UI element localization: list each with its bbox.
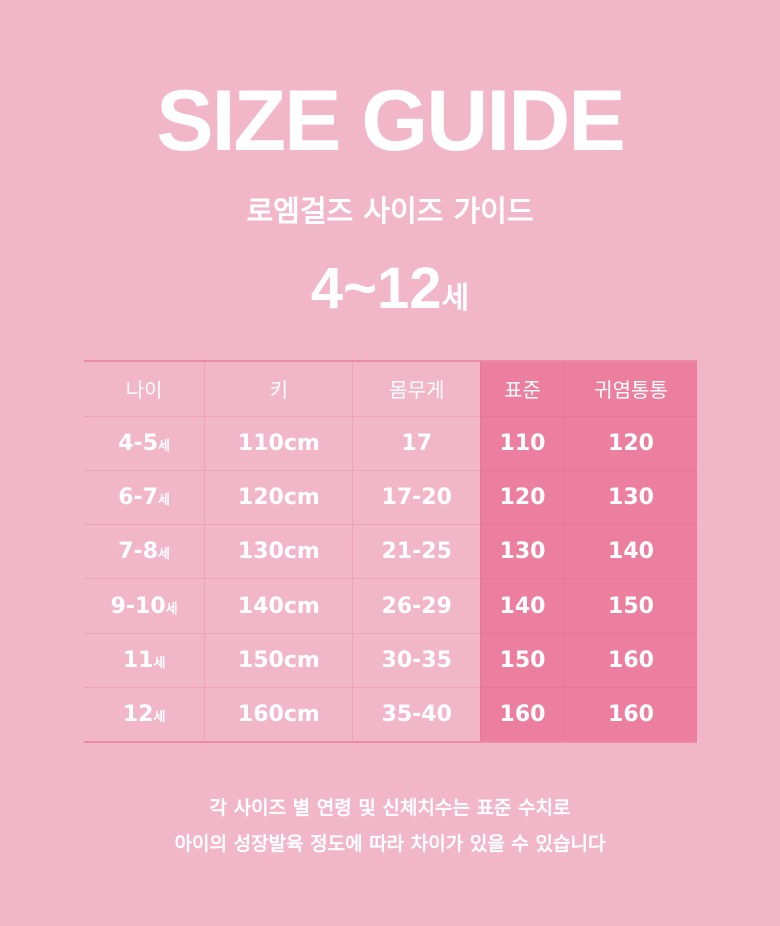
- header-weight: 몸무게: [352, 360, 481, 416]
- age-range-number: 4~12: [310, 256, 442, 321]
- table-row: 9-10세 140cm 26-29 140 150: [84, 578, 697, 634]
- cell-height: 120cm: [204, 469, 353, 525]
- cell-age: 7-8세: [84, 524, 205, 579]
- subtitle: 로엠걸즈 사이즈 가이드: [246, 194, 534, 228]
- header-age: 나이: [84, 360, 205, 416]
- cell-age: 4-5세: [84, 415, 205, 471]
- age-suffix: 세: [165, 601, 178, 617]
- age-value: 4-5: [118, 430, 158, 456]
- table-header-row: 나이 키 몸무게 표준 귀염통통: [84, 360, 697, 416]
- age-suffix: 세: [153, 655, 166, 671]
- cell-standard: 120: [480, 469, 565, 525]
- cell-height: 130cm: [204, 524, 353, 579]
- cell-chubby: 120: [563, 415, 697, 471]
- cell-chubby: 140: [563, 524, 697, 579]
- note-line: 아이의 성장발육 정도에 따라 차이가 있을 수 있습니다: [174, 833, 606, 855]
- page-title: SIZE GUIDE: [156, 73, 625, 169]
- cell-age: 11세: [84, 632, 205, 688]
- cell-standard: 150: [480, 632, 565, 688]
- cell-weight: 17: [352, 415, 481, 471]
- note-line: 각 사이즈 별 연령 및 신체치수는 표준 수치로: [209, 797, 571, 819]
- table-row: 6-7세 120cm 17-20 120 130: [84, 469, 697, 525]
- table-row: 4-5세 110cm 17 110 120: [84, 415, 697, 471]
- cell-age: 9-10세: [84, 578, 205, 634]
- cell-standard: 160: [480, 686, 565, 743]
- size-note: 각 사이즈 별 연령 및 신체치수는 표준 수치로 아이의 성장발육 정도에 따…: [0, 790, 780, 862]
- header-chubby: 귀염통통: [563, 360, 697, 416]
- age-suffix: 세: [153, 709, 166, 725]
- cell-weight: 35-40: [352, 686, 481, 743]
- cell-standard: 110: [480, 415, 565, 471]
- age-value: 9-10: [110, 593, 166, 619]
- cell-age: 12세: [84, 686, 205, 743]
- age-suffix: 세: [158, 492, 170, 508]
- size-table: 나이 키 몸무게 표준 귀염통통 4-5세 110cm 17 110 120 6-…: [84, 360, 697, 743]
- cell-chubby: 130: [563, 469, 697, 525]
- cell-standard: 130: [480, 524, 565, 579]
- cell-height: 140cm: [204, 578, 353, 634]
- header-height: 키: [204, 360, 353, 416]
- age-value: 12: [122, 701, 154, 727]
- cell-chubby: 160: [563, 686, 697, 743]
- cell-standard: 140: [480, 578, 565, 634]
- cell-height: 150cm: [204, 632, 353, 688]
- age-suffix: 세: [158, 547, 170, 563]
- cell-chubby: 150: [563, 578, 697, 634]
- table-row: 7-8세 130cm 21-25 130 140: [84, 524, 697, 579]
- age-range-suffix: 세: [441, 282, 470, 315]
- age-value: 7-8: [118, 539, 158, 565]
- cell-weight: 17-20: [352, 469, 481, 525]
- table-row: 11세 150cm 30-35 150 160: [84, 632, 697, 688]
- age-suffix: 세: [158, 438, 170, 454]
- header-standard: 표준: [480, 360, 565, 416]
- cell-chubby: 160: [563, 632, 697, 688]
- table-row: 12세 160cm 35-40 160 160: [84, 686, 697, 743]
- cell-age: 6-7세: [84, 469, 205, 525]
- age-value: 6-7: [118, 484, 158, 510]
- cell-height: 160cm: [204, 686, 353, 743]
- cell-height: 110cm: [204, 415, 353, 471]
- cell-weight: 21-25: [352, 524, 481, 579]
- age-range: 4~12세: [0, 255, 780, 322]
- cell-weight: 26-29: [352, 578, 481, 634]
- age-value: 11: [122, 647, 154, 673]
- cell-weight: 30-35: [352, 632, 481, 688]
